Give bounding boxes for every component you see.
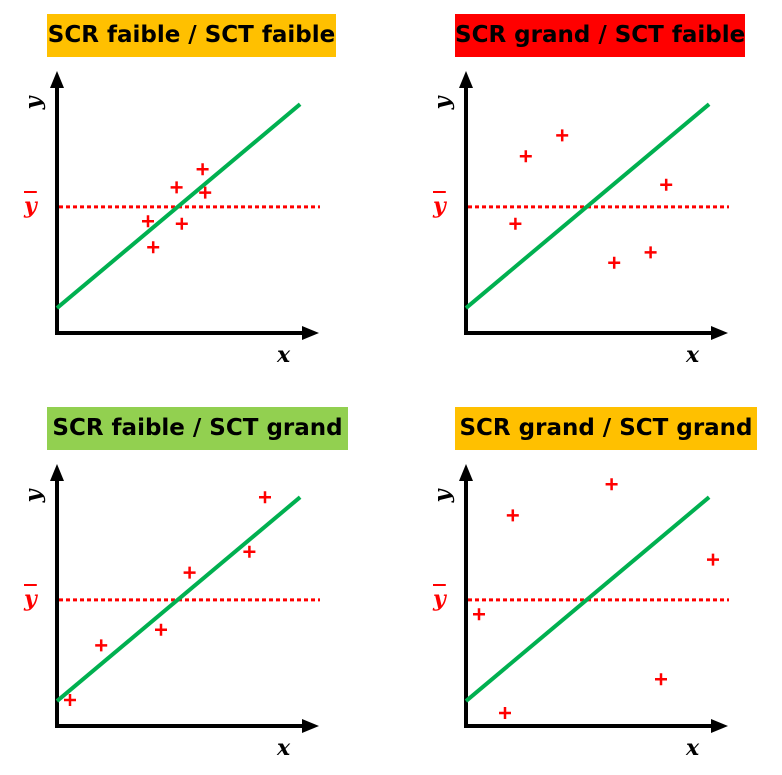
panel-2 [459, 71, 729, 340]
data-point [655, 673, 667, 686]
panel-1-title: SCR faible / SCT faible [47, 14, 336, 57]
regression-line [55, 495, 302, 703]
x-axis-arrow-icon [711, 719, 728, 733]
data-point [196, 163, 209, 176]
panel-3-title: SCR faible / SCT grand [47, 407, 348, 450]
x-axis-arrow-icon [711, 326, 728, 340]
data-point [473, 608, 485, 621]
panel-2-x-label: x [686, 342, 700, 368]
regression-line [464, 495, 711, 703]
panel-4-mean-label: y [433, 586, 446, 612]
data-point [199, 186, 212, 199]
panel-1 [50, 71, 320, 340]
data-point [519, 150, 532, 163]
x-axis-arrow-icon [302, 719, 319, 733]
data-point [64, 694, 76, 706]
data-point [707, 553, 719, 566]
panel-4-y-label: y [429, 489, 456, 503]
panel-3-x-label: x [277, 735, 291, 761]
data-point [243, 545, 256, 558]
data-point [259, 491, 271, 504]
panel-2-mean-label: y [433, 193, 446, 219]
data-point [170, 181, 183, 194]
panel-3-mean-label: y [24, 586, 37, 612]
data-point [509, 217, 522, 230]
panel-4-title: SCR grand / SCT grand [455, 407, 757, 450]
panel-2-title: SCR grand / SCT faible [455, 14, 745, 57]
regression-line [55, 102, 302, 310]
data-point [175, 217, 188, 230]
data-point [608, 256, 621, 269]
panel-4 [459, 464, 729, 733]
data-point [183, 566, 196, 579]
data-point [644, 246, 657, 259]
panel-1-x-label: x [277, 342, 291, 368]
y-axis-arrow-icon [459, 464, 473, 481]
panel-4-x-label: x [686, 735, 700, 761]
data-point [605, 478, 618, 491]
data-point [155, 623, 167, 636]
data-point [506, 509, 519, 522]
data-point [147, 241, 160, 254]
y-axis-arrow-icon [459, 71, 473, 88]
panel-3-y-label: y [20, 489, 47, 503]
panel-2-y-label: y [429, 96, 456, 110]
panel-1-mean-label: y [24, 193, 37, 219]
data-point [660, 178, 673, 191]
regression-line [464, 102, 711, 310]
data-point [142, 215, 154, 228]
data-point [499, 707, 511, 719]
y-axis-arrow-icon [50, 464, 64, 481]
panel-3 [50, 464, 320, 733]
x-axis-arrow-icon [302, 326, 319, 340]
panel-1-y-label: y [20, 96, 47, 110]
data-point [556, 129, 569, 142]
y-axis-arrow-icon [50, 71, 64, 88]
data-point [95, 639, 108, 652]
